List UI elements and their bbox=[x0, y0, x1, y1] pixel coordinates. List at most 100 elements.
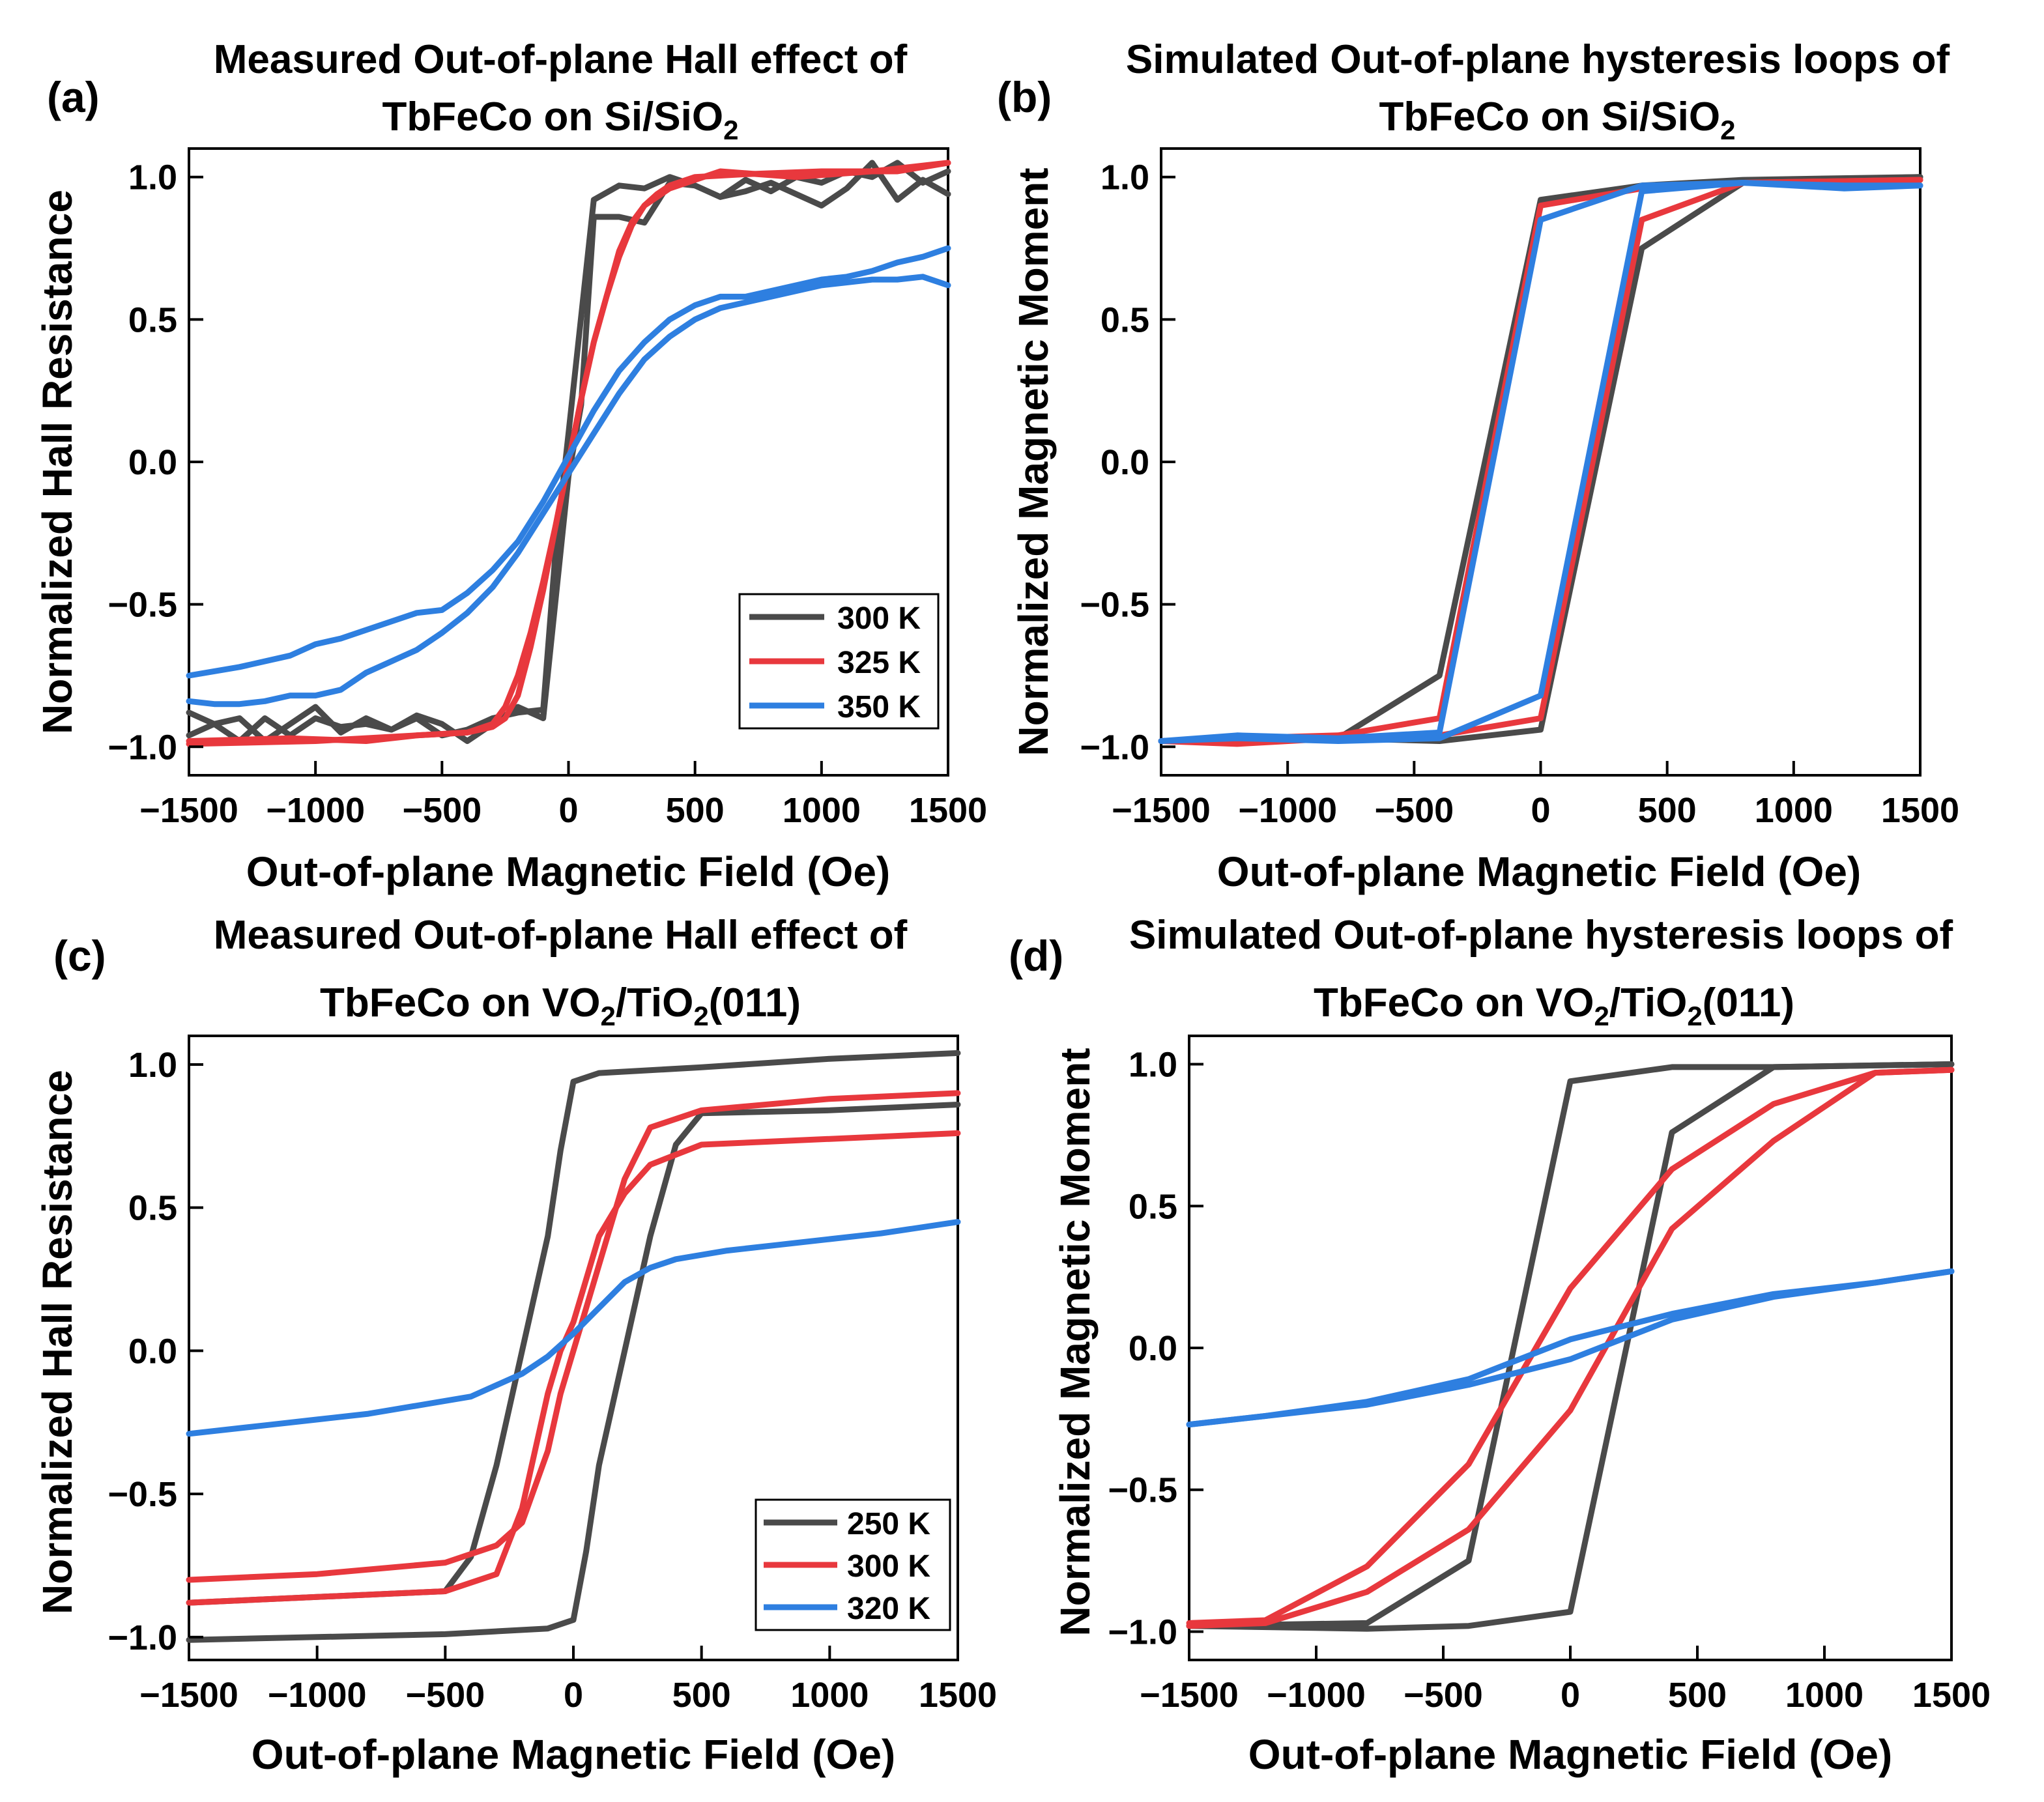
series-300k-branch-1 bbox=[1158, 174, 1923, 744]
x-tick-label: 1000 bbox=[1755, 791, 1833, 830]
panel-a: (a) Measured Out-of-plane Hall effect of… bbox=[34, 37, 987, 895]
x-tick-label: 1500 bbox=[909, 791, 987, 830]
panel-title-line1: Measured Out-of-plane Hall effect of bbox=[214, 913, 908, 958]
y-tick-label: 0.5 bbox=[128, 1189, 177, 1228]
y-tick-label: 0.5 bbox=[128, 300, 177, 339]
x-tick-label: −500 bbox=[1403, 1676, 1483, 1715]
panel-label: (d) bbox=[1009, 932, 1063, 980]
y-tick-label: 0.0 bbox=[1129, 1329, 1177, 1368]
x-tick-label: 500 bbox=[1638, 791, 1697, 830]
series-layer bbox=[1186, 1061, 1955, 1632]
x-tick-label: −500 bbox=[403, 791, 482, 830]
y-axis-label: Normalized Magnetic Moment bbox=[1052, 1048, 1099, 1636]
series-300k-branch-0 bbox=[1158, 174, 1923, 744]
x-tick-label: 500 bbox=[666, 791, 725, 830]
series-350k-branch-1 bbox=[1158, 180, 1923, 744]
y-axis-label: Normalized Hall Resistance bbox=[34, 1070, 81, 1614]
series-350k-branch-0 bbox=[186, 245, 951, 679]
x-axis-label: Out-of-plane Magnetic Field (Oe) bbox=[1248, 1731, 1892, 1778]
series-250k-branch-1 bbox=[1186, 1061, 1955, 1629]
x-axis-label: Out-of-plane Magnetic Field (Oe) bbox=[252, 1731, 895, 1778]
legend: 300 K 325 K 350 K bbox=[738, 593, 940, 730]
legend-label-350k: 350 K bbox=[837, 690, 921, 724]
x-tick-label: 1000 bbox=[1785, 1676, 1864, 1715]
y-tick-label: −1.0 bbox=[108, 728, 177, 767]
legend-label-325k: 325 K bbox=[837, 646, 921, 680]
legend: 250 K 300 K 320 K bbox=[755, 1498, 951, 1631]
panel-c: (c) Measured Out-of-plane Hall effect of… bbox=[34, 913, 997, 1778]
series-layer bbox=[186, 1050, 961, 1643]
ticks-layer: −1500 −1000 −500 0 500 1000 1500 −1.0 −0.5 0.0 0.5… bbox=[1080, 158, 1959, 830]
y-tick-label: 0.5 bbox=[1101, 300, 1149, 339]
series-350k-branch-1 bbox=[186, 274, 951, 708]
series-320k-branch-0 bbox=[1186, 1268, 1955, 1428]
series-layer bbox=[186, 160, 951, 747]
x-tick-label: 1500 bbox=[1881, 791, 1959, 830]
x-tick-label: 1500 bbox=[1912, 1676, 1991, 1715]
panel-title-line2: TbFeCo on VO2/TiO2(011) bbox=[320, 980, 801, 1031]
series-325k-branch-0 bbox=[1158, 177, 1923, 747]
series-320k-branch-1 bbox=[1186, 1268, 1955, 1428]
y-tick-label: −0.5 bbox=[108, 586, 177, 625]
x-tick-label: 500 bbox=[1668, 1676, 1727, 1715]
x-tick-label: 0 bbox=[564, 1676, 583, 1715]
legend-label-300k: 300 K bbox=[837, 601, 921, 636]
panel-title-line1: Simulated Out-of-plane hysteresis loops … bbox=[1126, 37, 1950, 82]
panel-label: (a) bbox=[47, 73, 100, 121]
legend-label-250k: 250 K bbox=[847, 1507, 930, 1541]
x-tick-label: 0 bbox=[1531, 791, 1550, 830]
series-300k-branch-0 bbox=[1186, 1066, 1955, 1629]
panel-label: (b) bbox=[997, 73, 1052, 121]
panel-title-line2: TbFeCo on Si/SiO2 bbox=[382, 94, 739, 145]
panel-b: (b) Simulated Out-of-plane hysteresis lo… bbox=[997, 37, 1959, 895]
x-tick-label: 1500 bbox=[919, 1676, 997, 1715]
series-350k-branch-0 bbox=[1158, 180, 1923, 744]
x-tick-label: −500 bbox=[1375, 791, 1454, 830]
panel-title-line1: Measured Out-of-plane Hall effect of bbox=[214, 37, 908, 82]
x-axis-label: Out-of-plane Magnetic Field (Oe) bbox=[1217, 848, 1861, 895]
x-tick-label: −1500 bbox=[139, 1676, 238, 1715]
y-tick-label: 0.0 bbox=[1101, 443, 1149, 482]
ticks-layer: −1500 −1000 −500 0 500 1000 1500 −1.0 −0.5 0.0 0.5… bbox=[1108, 1046, 1991, 1715]
series-300k-branch-1 bbox=[1186, 1066, 1955, 1626]
x-tick-label: 0 bbox=[1561, 1676, 1580, 1715]
x-tick-label: −1000 bbox=[1238, 791, 1337, 830]
series-layer bbox=[1158, 174, 1923, 747]
panel-d: (d) Simulated Out-of-plane hysteresis lo… bbox=[1009, 913, 1991, 1778]
x-tick-label: 1000 bbox=[783, 791, 861, 830]
x-axis-label: Out-of-plane Magnetic Field (Oe) bbox=[246, 848, 890, 895]
ticks-layer: −1500 −1000 −500 0 500 1000 1500 −1.0 −0.5 0.0 0.5… bbox=[108, 158, 987, 830]
x-tick-label: −1000 bbox=[1267, 1676, 1366, 1715]
y-tick-label: −0.5 bbox=[1108, 1471, 1177, 1510]
y-tick-label: 0.5 bbox=[1129, 1187, 1177, 1226]
y-axis-label: Normalized Hall Resistance bbox=[34, 190, 81, 734]
x-tick-label: 0 bbox=[558, 791, 578, 830]
panel-label: (c) bbox=[53, 932, 106, 980]
x-tick-label: −1000 bbox=[268, 1676, 367, 1715]
x-tick-label: 500 bbox=[672, 1676, 731, 1715]
x-tick-label: 1000 bbox=[790, 1676, 869, 1715]
y-tick-label: −1.0 bbox=[1108, 1612, 1177, 1652]
ticks-layer: −1500 −1000 −500 0 500 1000 1500 −1.0 −0.5 0.0 0.5… bbox=[108, 1046, 997, 1715]
series-325k-branch-1 bbox=[1158, 177, 1923, 744]
y-tick-label: 0.0 bbox=[128, 1332, 177, 1371]
y-tick-label: 1.0 bbox=[128, 158, 177, 197]
plot-frame bbox=[1188, 1035, 1953, 1661]
x-tick-label: −1000 bbox=[266, 791, 365, 830]
x-tick-label: −500 bbox=[406, 1676, 485, 1715]
panel-title-line2: TbFeCo on VO2/TiO2(011) bbox=[1314, 980, 1794, 1031]
legend-label-320k: 320 K bbox=[847, 1592, 930, 1626]
y-tick-label: 1.0 bbox=[128, 1046, 177, 1085]
x-tick-label: −1500 bbox=[139, 791, 238, 830]
y-tick-label: −0.5 bbox=[1080, 586, 1149, 625]
y-tick-label: 1.0 bbox=[1101, 158, 1149, 197]
series-250k-branch-0 bbox=[1186, 1061, 1955, 1632]
y-tick-label: −0.5 bbox=[108, 1475, 177, 1514]
y-tick-label: −1.0 bbox=[108, 1618, 177, 1657]
x-tick-label: −1500 bbox=[1140, 1676, 1239, 1715]
series-320k-branch-0 bbox=[186, 1219, 961, 1437]
x-tick-label: −1500 bbox=[1112, 791, 1211, 830]
y-tick-label: 0.0 bbox=[128, 443, 177, 482]
y-tick-label: 1.0 bbox=[1129, 1046, 1177, 1085]
